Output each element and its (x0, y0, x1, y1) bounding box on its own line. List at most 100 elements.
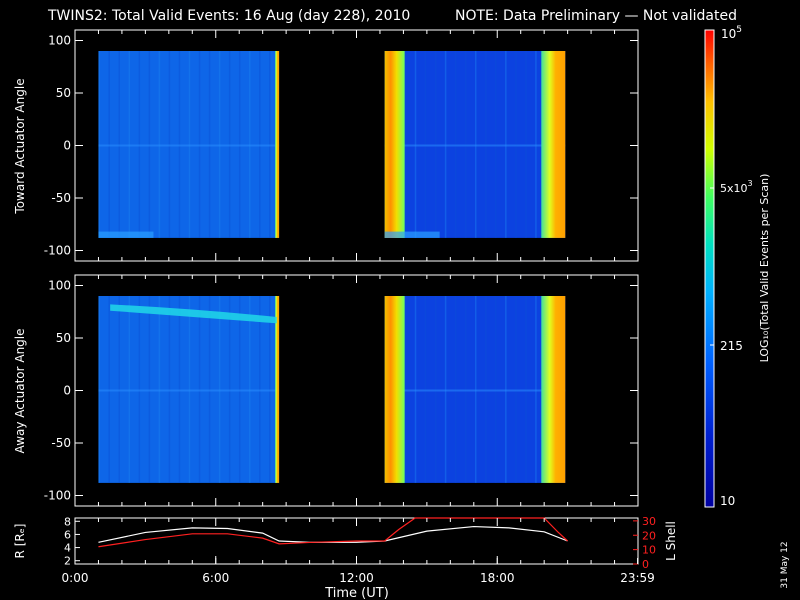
heatmap-stripe (259, 51, 261, 238)
x-tick-label: 23:59 (620, 571, 655, 585)
heatmap-stripe (474, 296, 477, 483)
data-note: NOTE: Data Preliminary — Not validated (455, 8, 737, 24)
date-stamp: 31 May 12 (780, 541, 790, 588)
heatmap-zero-line (384, 389, 566, 392)
heatmap-stripe (505, 51, 507, 238)
ephemeris-ylabel-right: L Shell (664, 521, 678, 561)
colorbar-scale (704, 29, 715, 508)
heatmap-stripe (138, 51, 141, 238)
panel-away-heatmap (98, 296, 566, 483)
panel-toward: 100 50 0 -50 -100 Toward Actuator Angle (13, 29, 639, 262)
heatmap-stripe (178, 51, 181, 238)
heatmap-block (384, 51, 566, 238)
heatmap-stripe (464, 51, 467, 238)
panel-toward-y-axis: 100 50 0 -50 -100 (44, 34, 638, 258)
heatmap-stripe (158, 296, 161, 483)
heatmap-stripe (168, 296, 171, 483)
heatmap-stripe (525, 296, 527, 483)
panel-away: 100 50 0 -50 -100 Away Actuator Angle (13, 274, 639, 507)
panel-toward-heatmap (98, 51, 566, 238)
colorbar-tick-215: 215 (720, 339, 743, 353)
heatmap-feature (384, 231, 440, 238)
time-axis: 0:00 6:00 12:00 18:00 23:59 (62, 30, 655, 585)
heatmap-stripe (218, 51, 221, 238)
heatmap-stripe (454, 296, 457, 483)
heatmap-stripe (525, 51, 527, 238)
heatmap-stripe (414, 296, 417, 483)
heatmap-stripe (238, 51, 241, 238)
heatmap-stripe (414, 51, 417, 238)
heatmap-stripe (434, 296, 437, 483)
y-tick-label: -50 (51, 436, 71, 450)
x-tick-label: 0:00 (62, 571, 89, 585)
heatmap-stripe (248, 51, 251, 238)
panel-toward-ylabel: Toward Actuator Angle (13, 78, 27, 214)
heatmap-stripe (505, 296, 507, 483)
y-tick-label: -100 (44, 244, 71, 258)
heatmap-stripe (444, 51, 447, 238)
y-tick-label: 100 (48, 279, 71, 293)
y-tick-label-right: 10 (642, 544, 656, 557)
heatmap-stripe (188, 296, 191, 483)
y-tick-label: -100 (44, 489, 71, 503)
heatmap-stripe (188, 51, 191, 238)
y-tick-label-right: 20 (642, 529, 656, 542)
panel-away-ylabel: Away Actuator Angle (13, 328, 27, 453)
heatmap-stripe (248, 296, 251, 483)
heatmap-stripe (269, 51, 271, 238)
heatmap-stripe (128, 296, 131, 483)
heatmap-stripe (474, 51, 477, 238)
heatmap-stripe (404, 51, 407, 238)
y-tick-label: 0 (63, 139, 71, 153)
heatmap-block (384, 296, 566, 483)
colorbar-tick-10: 10 (720, 494, 735, 508)
heatmap-edge (275, 51, 280, 238)
heatmap-zero-line (384, 144, 566, 147)
heatmap-block (98, 296, 280, 483)
y-tick-label-right: 0 (642, 558, 649, 571)
heatmap-band (110, 304, 277, 324)
heatmap-stripe (515, 296, 517, 483)
heatmap-stripe (198, 296, 201, 483)
heatmap-stripe (515, 51, 517, 238)
heatmap-stripe (424, 296, 427, 483)
time-axis-label: Time (UT) (324, 586, 389, 600)
heatmap-stripe (198, 51, 201, 238)
heatmap-stripe (208, 296, 211, 483)
heatmap-stripe (495, 296, 497, 483)
heatmap-stripe (208, 51, 211, 238)
y-tick-label-right: 30 (642, 515, 656, 528)
heatmap-stripe (424, 51, 427, 238)
heatmap-stripe (535, 51, 537, 238)
chart-title: TWINS2: Total Valid Events: 16 Aug (day … (47, 8, 410, 24)
y-tick-label-left: 6 (64, 528, 71, 541)
heatmap-zero-line (98, 144, 280, 147)
heatmap-zero-line (98, 389, 280, 392)
y-tick-label-left: 2 (64, 555, 71, 568)
heatmap-edge (275, 296, 280, 483)
heatmap-stripe (98, 51, 100, 238)
heatmap-stripe (259, 296, 261, 483)
heatmap-stripe (118, 296, 121, 483)
heatmap-stripe (108, 296, 110, 483)
heatmap-stripe (148, 296, 151, 483)
heatmap-stripe (464, 296, 467, 483)
heatmap-stripe (228, 51, 231, 238)
heatmap-stripe (168, 51, 171, 238)
heatmap-stripe (228, 296, 231, 483)
heatmap-edge (384, 51, 405, 238)
x-tick-label: 6:00 (202, 571, 229, 585)
heatmap-stripe (484, 296, 487, 483)
ephemeris-ylabel-left: R [Rₑ] (13, 524, 27, 559)
heatmap-block (98, 51, 280, 238)
heatmap-feature (98, 231, 154, 238)
heatmap-stripe (535, 296, 537, 483)
y-tick-label: 50 (56, 331, 71, 345)
y-tick-label-left: 8 (64, 515, 71, 528)
heatmap-stripe (484, 51, 487, 238)
y-tick-label: 0 (63, 384, 71, 398)
heatmap-stripe (118, 51, 121, 238)
y-tick-label-left: 4 (64, 542, 71, 555)
panel-away-y-axis: 100 50 0 -50 -100 (44, 279, 638, 503)
